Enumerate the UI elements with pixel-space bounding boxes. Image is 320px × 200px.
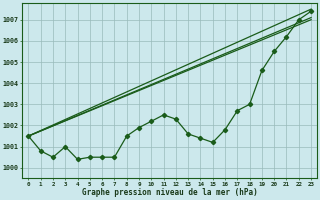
- X-axis label: Graphe pression niveau de la mer (hPa): Graphe pression niveau de la mer (hPa): [82, 188, 258, 197]
